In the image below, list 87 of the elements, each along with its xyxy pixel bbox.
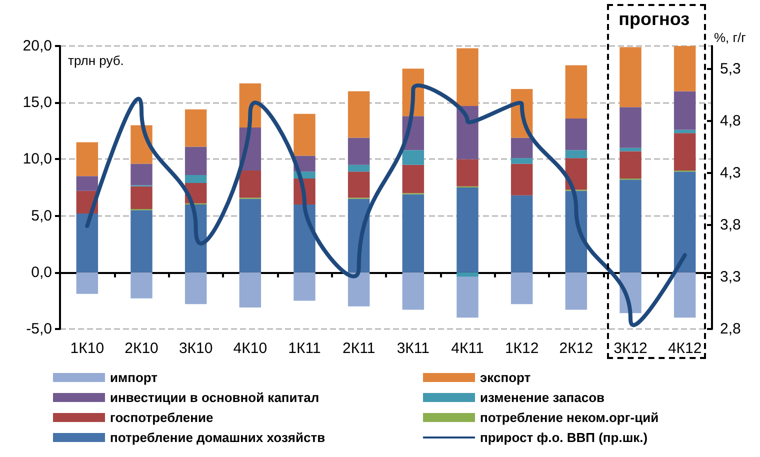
bar [456,48,478,106]
bar [348,164,370,172]
legend-label: экспорт [480,370,531,385]
bar [184,146,207,176]
legend-label: прирост ф.о. ВВП (пр.шк.) [480,430,648,445]
bar [130,272,152,298]
bar [674,133,696,171]
bar [294,272,316,301]
y-tick-label: -5,0 [26,320,52,338]
legend-label: инвестиции в основной капитал [110,390,320,405]
bar [184,175,207,183]
bar [456,272,478,277]
x-tick-label: 1К12 [504,340,539,357]
bar [565,65,588,118]
y2-tick-label: 4,3 [720,164,741,182]
bar [510,195,533,272]
bar [620,151,642,178]
x-tick-label: 4К10 [233,340,268,357]
bar [620,107,642,148]
legend-label: потребление неком.орг-ций [480,410,659,425]
y-tick-label: 15,0 [22,94,52,112]
bar [620,148,642,152]
bar [348,272,370,306]
y2-tick-label: 3,8 [720,216,741,234]
bar [402,150,424,165]
legend-label: изменение запасов [480,390,605,405]
x-tick-label: 3К12 [614,340,648,357]
bar [402,194,424,272]
bar [674,272,696,318]
y-axis-title: трлн руб. [68,53,124,68]
y2-tick-label: 4,8 [720,112,741,130]
bar [348,138,370,165]
bar [184,272,207,304]
x-tick-label: 2К11 [342,340,376,357]
legend-label: госпотребление [110,410,214,425]
bar [674,91,696,130]
legend-label: потребление домашних хозяйств [110,430,326,445]
bar [674,46,696,92]
bar [402,164,424,194]
bar [130,186,152,210]
bar [565,158,588,190]
bar [510,272,533,304]
bar [348,91,370,138]
bar [510,158,533,164]
y-tick-label: 0,0 [31,264,52,281]
x-tick-label: 1К10 [70,340,104,357]
bar [510,164,533,196]
y-tick-label: 10,0 [22,150,52,168]
bar [456,159,478,186]
text: прогноз [618,9,690,29]
bar [76,272,98,294]
bar [456,276,478,318]
bar [456,188,478,272]
bar [565,272,588,310]
bar [294,204,316,272]
x-tick-label: 2К10 [124,340,158,357]
bar [294,114,316,156]
y2-tick-label: 5,3 [720,60,741,78]
bar [184,109,207,147]
bar [76,142,98,176]
bar [620,180,642,272]
y2-tick-label: 2,8 [720,320,741,338]
x-tick-label: 3К11 [396,340,430,357]
bar [402,272,424,310]
x-tick-label: 4К11 [451,340,484,357]
bar [239,198,262,272]
y2-axis-title: %, г/г [714,30,746,45]
bar [239,272,262,308]
bar [76,176,98,191]
bar [565,118,588,150]
bar [239,170,262,198]
bar [130,210,152,272]
bar [565,150,588,158]
y2-tick-label: 3,3 [720,268,741,286]
bar [674,172,696,272]
bar [130,164,152,186]
y-tick-label: 5,0 [31,207,52,224]
x-tick-label: 4К12 [668,340,702,357]
y-tick-label: 20,0 [22,38,52,54]
bar [348,172,370,198]
x-tick-label: 2К12 [559,340,594,357]
bar [76,214,98,272]
x-tick-label: 1К11 [288,340,321,357]
x-tick-label: 3К10 [178,340,213,357]
legend-label: импорт [110,370,158,385]
bar [620,47,642,108]
bar [510,138,533,158]
